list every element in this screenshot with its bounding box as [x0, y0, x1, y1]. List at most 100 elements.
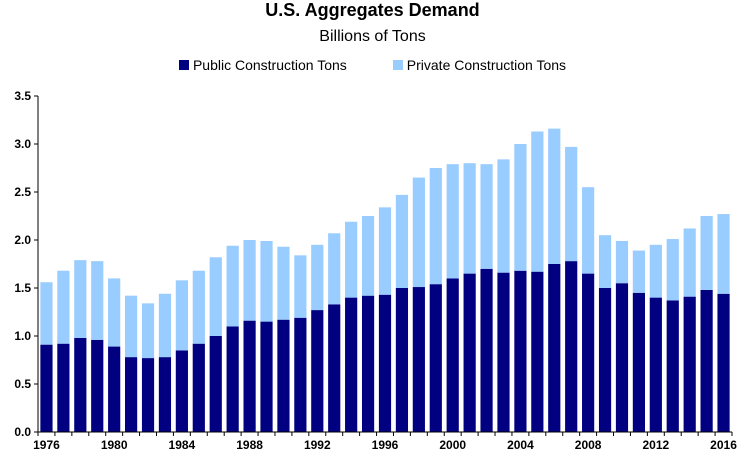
- bar-private-1993: [328, 233, 341, 305]
- bar-public-2009: [598, 288, 612, 432]
- x-tick-label-1992: 1992: [304, 438, 331, 452]
- y-tick-label-0.5: 0.5: [14, 377, 31, 391]
- bar-private-1995: [361, 216, 375, 296]
- bar-public-1986: [209, 336, 222, 432]
- x-tick-label-1976: 1976: [33, 438, 60, 452]
- bar-public-2015: [700, 289, 713, 432]
- bar-public-1985: [192, 343, 205, 432]
- bar-private-2016: [717, 214, 730, 294]
- bar-private-2008: [582, 187, 595, 274]
- bar-private-1978: [74, 260, 87, 338]
- bar-public-1980: [108, 346, 121, 432]
- x-tick-label-1980: 1980: [101, 438, 128, 452]
- chart-title: U.S. Aggregates Demand: [265, 0, 480, 20]
- x-tick-label-2016: 2016: [710, 438, 737, 452]
- bar-private-1989: [260, 240, 273, 322]
- bar-private-2005: [531, 131, 544, 272]
- y-tick-label-0.0: 0.0: [14, 425, 31, 439]
- bar-private-2012: [649, 244, 662, 298]
- bar-public-2003: [497, 272, 510, 432]
- bar-public-1994: [345, 297, 358, 432]
- bar-public-2016: [717, 293, 730, 432]
- bar-public-1978: [74, 337, 87, 432]
- bar-private-1979: [91, 261, 104, 340]
- bar-public-1981: [125, 357, 138, 432]
- bar-private-2004: [514, 144, 527, 271]
- y-tick-label-1.5: 1.5: [14, 281, 31, 295]
- bar-private-2007: [565, 146, 578, 262]
- bar-public-2013: [666, 300, 679, 432]
- bar-public-1976: [40, 344, 53, 432]
- bar-private-1987: [226, 245, 239, 327]
- bar-private-1992: [311, 244, 324, 311]
- bar-public-1993: [328, 304, 341, 432]
- legend-swatch-private: [392, 60, 403, 70]
- bar-private-1994: [345, 221, 358, 298]
- bar-public-1990: [277, 319, 290, 432]
- bar-private-2003: [497, 159, 510, 273]
- x-tick-label-2000: 2000: [439, 438, 466, 452]
- y-tick-label-2.5: 2.5: [14, 185, 31, 199]
- bar-public-2008: [582, 273, 595, 432]
- bar-public-2007: [565, 261, 578, 432]
- bar-private-1999: [429, 168, 442, 285]
- bar-public-1987: [226, 326, 239, 432]
- bar-private-1997: [395, 194, 409, 288]
- bar-private-1991: [294, 255, 307, 318]
- bar-private-2000: [446, 164, 459, 279]
- bar-public-1977: [57, 343, 70, 432]
- bar-public-2000: [446, 278, 459, 432]
- bar-private-1983: [158, 293, 172, 358]
- bar-private-1985: [192, 270, 205, 344]
- bar-private-1977: [57, 270, 70, 344]
- bar-public-1999: [429, 284, 442, 432]
- bar-public-1982: [141, 358, 155, 432]
- bar-private-2013: [666, 239, 679, 301]
- chart-subtitle: Billions of Tons: [319, 28, 426, 45]
- bar-private-1988: [243, 240, 256, 321]
- y-tick-label-2.0: 2.0: [14, 233, 31, 247]
- bar-public-1992: [311, 310, 324, 432]
- bar-public-2011: [632, 292, 645, 432]
- bar-public-2002: [480, 268, 493, 432]
- bar-public-1989: [260, 321, 273, 432]
- bar-private-2002: [480, 164, 493, 269]
- legend-label-private: Private Construction Tons: [406, 57, 567, 73]
- bar-private-2015: [700, 216, 713, 290]
- bar-private-2001: [463, 163, 476, 274]
- bar-public-2001: [463, 273, 476, 432]
- bar-public-2006: [548, 264, 561, 432]
- y-tick-label-3.0: 3.0: [14, 137, 31, 151]
- x-tick-label-2004: 2004: [507, 438, 534, 452]
- legend-label-public: Public Construction Tons: [192, 57, 347, 73]
- bar-private-2014: [683, 228, 696, 297]
- bar-public-1995: [361, 295, 375, 432]
- x-tick-label-1988: 1988: [236, 438, 263, 452]
- bar-private-1982: [141, 303, 155, 359]
- bar-public-1991: [294, 317, 307, 432]
- bar-public-2012: [649, 297, 662, 432]
- bar-public-1998: [412, 287, 425, 432]
- bar-public-1988: [243, 320, 256, 432]
- bar-private-2010: [615, 240, 629, 284]
- y-tick-label-3.5: 3.5: [14, 89, 31, 103]
- x-tick-label-1984: 1984: [169, 438, 196, 452]
- bar-private-1996: [378, 207, 392, 295]
- bar-public-2010: [615, 283, 629, 432]
- bar-private-2011: [632, 250, 645, 293]
- bar-public-1996: [378, 294, 392, 432]
- bar-private-2006: [548, 128, 561, 264]
- x-tick-label-2008: 2008: [575, 438, 602, 452]
- bar-public-1979: [91, 339, 104, 432]
- bar-private-1986: [209, 257, 222, 336]
- bar-private-1980: [108, 278, 121, 347]
- bar-private-2009: [598, 235, 612, 288]
- bar-private-1981: [125, 295, 138, 358]
- legend-entry-public: Public Construction Tons: [178, 56, 347, 74]
- bar-public-2014: [683, 296, 696, 432]
- bar-private-1984: [175, 280, 188, 351]
- bar-public-1997: [395, 288, 409, 432]
- x-tick-label-1996: 1996: [372, 438, 399, 452]
- x-tick-label-2012: 2012: [642, 438, 669, 452]
